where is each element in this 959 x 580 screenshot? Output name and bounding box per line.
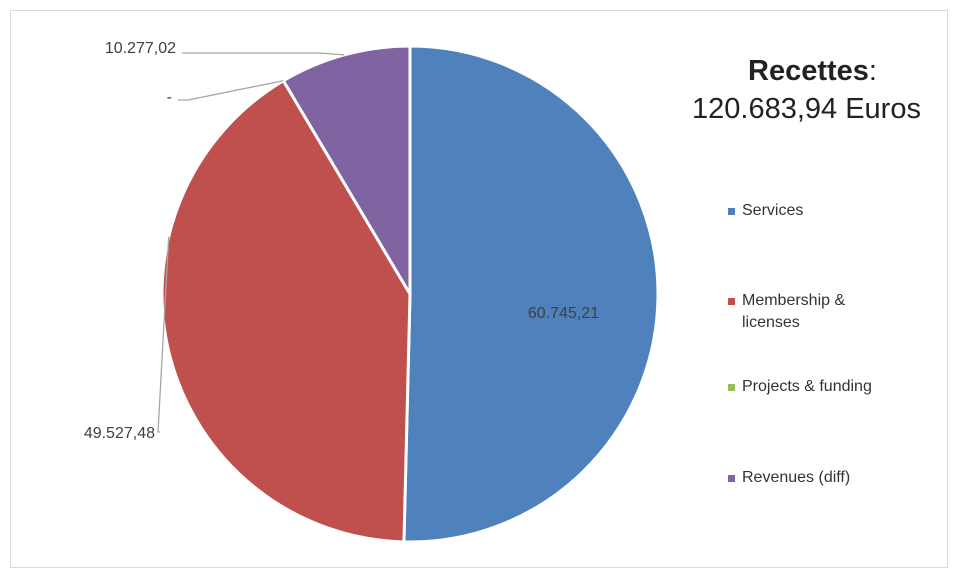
chart-title: Recettes: 120.683,94 Euros	[690, 52, 958, 128]
data-labels: 60.745,21 49.527,48 - 10.277,02	[84, 40, 599, 442]
data-label-services: 60.745,21	[528, 305, 599, 322]
legend-label-membership: Membership & licenses	[742, 292, 846, 331]
legend-swatch-services	[728, 208, 735, 215]
pie-slice-revenues-diff	[281, 44, 412, 300]
legend-label-projects: Projects & funding	[742, 378, 872, 395]
pie-slices	[160, 44, 660, 544]
pie-slice-services	[402, 44, 660, 544]
data-label-projects: -	[167, 89, 172, 106]
pie-slice-membership-licenses	[160, 78, 412, 544]
legend-swatch-revenues	[728, 475, 735, 482]
chart-subtitle: 120.683,94 Euros	[692, 93, 921, 125]
title-colon: :	[868, 55, 877, 87]
legend-label-services: Services	[742, 202, 804, 219]
data-label-membership: 49.527,48	[84, 425, 155, 442]
legend-swatch-projects	[728, 384, 735, 391]
leader-lines	[157, 52, 345, 433]
leader-line-revenues	[182, 52, 345, 56]
legend-label-revenues: Revenues (diff)	[742, 469, 851, 486]
leader-line-membership	[157, 236, 170, 433]
leader-line-projects	[178, 80, 284, 101]
title-bold: Recettes	[748, 55, 869, 87]
data-label-revenues: 10.277,02	[105, 40, 176, 57]
legend-swatch-membership	[728, 298, 735, 305]
